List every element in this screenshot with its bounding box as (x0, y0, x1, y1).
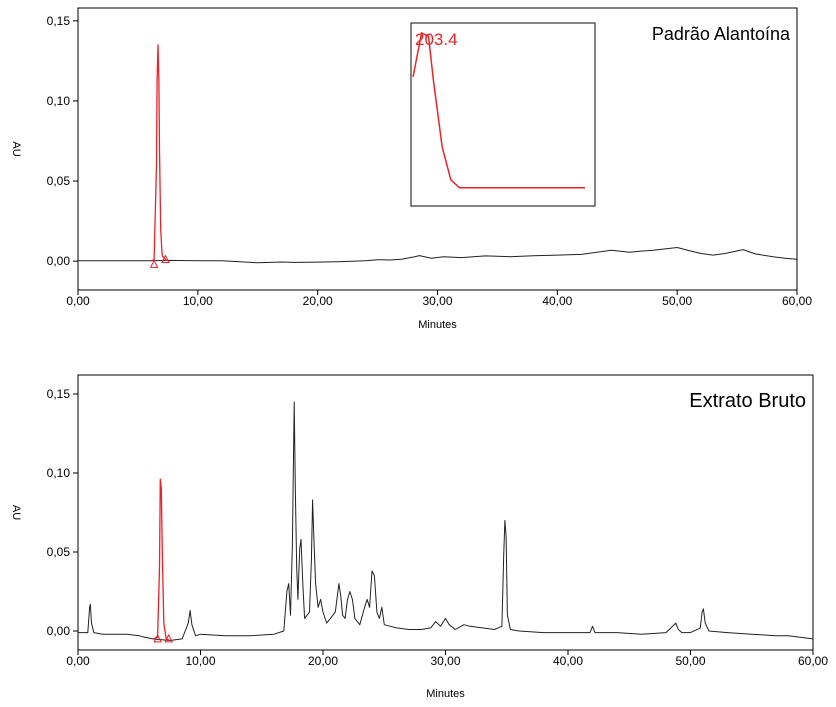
uv-spectrum-curve (412, 31, 585, 189)
uv-spectrum-inset (410, 22, 596, 207)
x-tick-label-1: 60,00 (782, 294, 812, 308)
x-tick-label-1: 40,00 (542, 294, 572, 308)
y-tick-label-1: 0,10 (47, 94, 71, 108)
x-tick-label-2: 20,00 (308, 654, 338, 668)
y-tick-label-2: 0,10 (47, 466, 71, 480)
y-axis-label-2: AU (10, 505, 22, 520)
x-tick-label-1: 20,00 (303, 294, 333, 308)
y-tick-label-2: 0,15 (47, 387, 71, 401)
x-axis-label-1: Minutes (418, 319, 457, 331)
x-tick-label-1: 30,00 (422, 294, 452, 308)
x-tick-label-2: 60,00 (798, 654, 828, 668)
x-tick-label-1: 10,00 (183, 294, 213, 308)
chart-title-1: Padrão Alantoína (652, 24, 791, 44)
y-axis-label-1: AU (10, 141, 22, 156)
integration-marker-1 (149, 259, 159, 268)
x-axis-label-2: Minutes (426, 688, 465, 700)
x-tick-label-2: 10,00 (185, 654, 215, 668)
x-tick-label-2: 0,00 (66, 654, 90, 668)
chart-panel-1: 0,00 0,05 0,10 0,15 0,00 10,00 20,00 30,00 40,00… (10, 7, 812, 331)
peak-trace-2 (152, 478, 171, 642)
x-tick-label-1: 50,00 (662, 294, 692, 308)
y-tick-label-2: 0,05 (47, 545, 71, 559)
y-tick-label-1: 0,15 (47, 14, 71, 28)
x-tick-label-2: 30,00 (430, 654, 460, 668)
integration-marker-2 (153, 633, 162, 643)
x-tick-label-1: 0,00 (66, 294, 90, 308)
plot-frame-2 (77, 374, 814, 651)
baseline-trace-2 (78, 401, 814, 641)
peak-trace-1 (150, 44, 169, 262)
integration-marker-1 (161, 254, 170, 264)
integration-marker-2 (164, 633, 173, 643)
y-tick-label-1: 0,05 (47, 174, 71, 188)
x-tick-label-2: 40,00 (553, 654, 583, 668)
y-tick-label-2: 0,00 (47, 624, 71, 638)
chart-panel-2: 0,00 0,05 0,10 0,15 0,00 10,00 20,00 30,00 40,00… (10, 374, 828, 700)
baseline-trace-1 (78, 247, 798, 264)
uv-spectrum-label: 203.4 (415, 30, 458, 49)
x-tick-label-2: 50,00 (675, 654, 705, 668)
y-tick-label-1: 0,00 (47, 254, 71, 268)
chart-title-2: Extrato Bruto (689, 390, 806, 412)
